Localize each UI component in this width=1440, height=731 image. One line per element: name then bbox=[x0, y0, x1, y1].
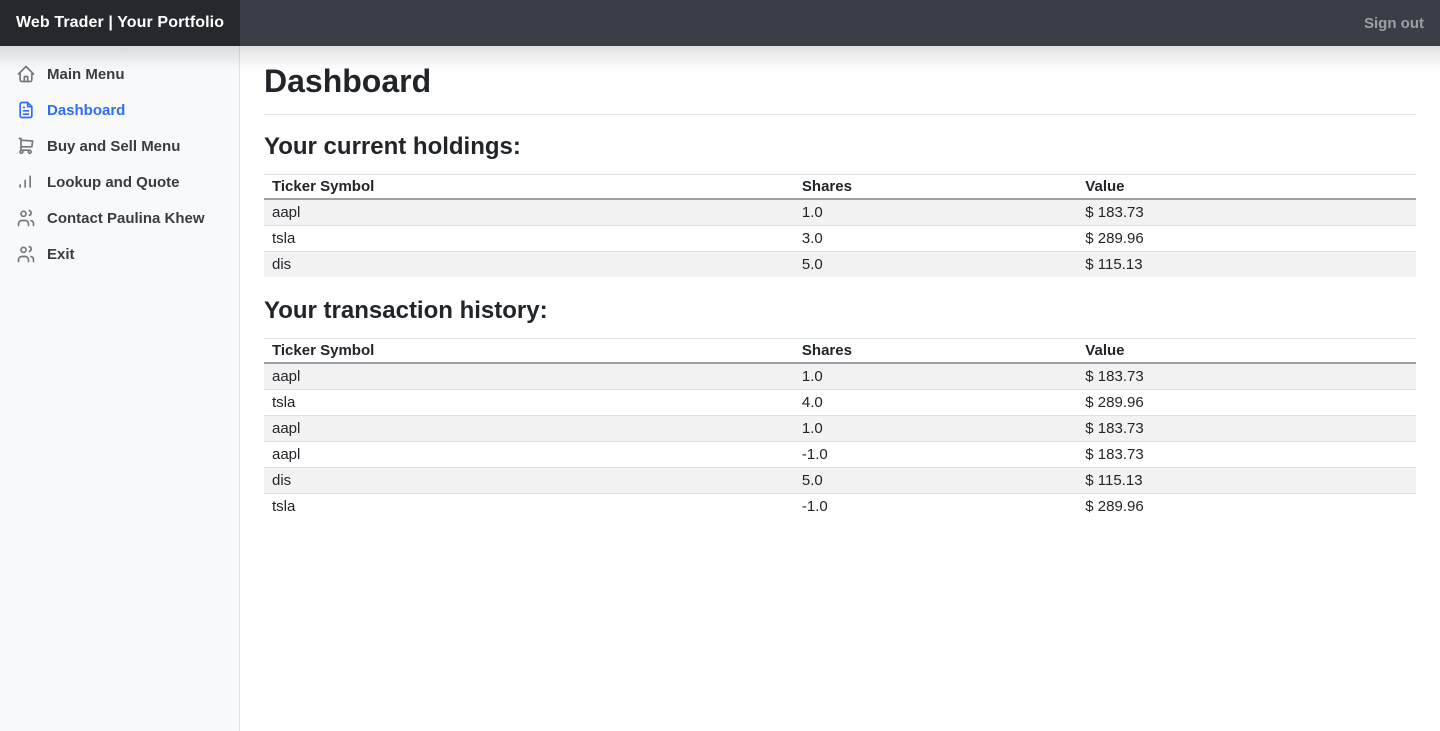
page-layout: Main Menu Dashboard Buy and Sell Menu Looku… bbox=[0, 46, 1440, 731]
table-cell: 5.0 bbox=[793, 466, 1078, 494]
table-cell: -1.0 bbox=[793, 440, 1078, 468]
column-header: Value bbox=[1077, 174, 1416, 201]
table-cell: dis bbox=[264, 466, 794, 494]
holdings-section: Your current holdings: Ticker Symbol Shar… bbox=[264, 133, 1416, 278]
table-cell: -1.0 bbox=[793, 492, 1078, 519]
sidebar-item-label: Exit bbox=[47, 245, 75, 263]
table-cell: 1.0 bbox=[801, 367, 823, 385]
table-header-row: Ticker Symbol Shares Value bbox=[264, 174, 1416, 201]
column-header: Ticker Symbol bbox=[264, 337, 794, 364]
sidebar-item-main-menu[interactable]: Main Menu bbox=[0, 56, 239, 92]
transactions-section: Your transaction history: Ticker Symbol S… bbox=[264, 297, 1416, 519]
table-row: tsla 3.0 $ 289.96 bbox=[264, 225, 1416, 252]
sidebar-item-label: Dashboard bbox=[47, 101, 126, 119]
sidebar-item-label: Main Menu bbox=[47, 65, 125, 83]
table-row: tsla -1.0 $ 289.96 bbox=[264, 492, 1416, 519]
navbar-spacer bbox=[240, 0, 1348, 46]
transactions-heading: Your transaction history: bbox=[264, 297, 548, 325]
table-cell: 5.0 bbox=[793, 251, 1078, 278]
page-title: Dashboard bbox=[264, 63, 432, 99]
divider bbox=[264, 114, 1416, 116]
home-icon bbox=[16, 64, 36, 84]
top-navbar: Web Trader | Your Portfolio Sign out bbox=[0, 0, 1440, 46]
transactions-table: Ticker Symbol Shares Value aapl 1.0 $ 183.73 t… bbox=[264, 337, 1416, 519]
table-cell: 3.0 bbox=[793, 225, 1078, 252]
table-cell: $ 115.13 bbox=[1077, 466, 1416, 494]
table-row: aapl 1.0 $ 183.73 bbox=[264, 362, 1416, 390]
table-cell: $ 289.96 bbox=[1077, 225, 1416, 252]
table-cell: $ 183.73 bbox=[1077, 414, 1416, 442]
users-icon bbox=[16, 244, 36, 264]
app-brand[interactable]: Web Trader | Your Portfolio bbox=[0, 0, 240, 46]
table-row: aapl -1.0 $ 183.73 bbox=[264, 440, 1416, 468]
table-row: aapl 1.0 $ 183.73 bbox=[264, 199, 1416, 226]
table-header-row: Ticker Symbol Shares Value bbox=[264, 337, 1416, 364]
table-cell: tsla bbox=[264, 492, 794, 519]
sidebar-item-buy-and-sell-menu[interactable]: Buy and Sell Menu bbox=[0, 128, 239, 164]
sidebar-item-contact-paulina-khew[interactable]: Contact Paulina Khew bbox=[0, 200, 239, 236]
table-cell: aapl bbox=[272, 367, 301, 385]
sidebar-item-lookup-and-quote[interactable]: Lookup and Quote bbox=[0, 164, 239, 200]
table-row: tsla 4.0 $ 289.96 bbox=[264, 388, 1416, 416]
table-cell: aapl bbox=[272, 204, 301, 222]
table-cell: $ 183.73 bbox=[1077, 440, 1416, 468]
table-row: dis 5.0 $ 115.13 bbox=[264, 251, 1416, 278]
sidebar-item-label: Contact Paulina Khew bbox=[47, 209, 205, 227]
table-cell: $ 289.96 bbox=[1077, 492, 1416, 519]
users-icon bbox=[16, 208, 36, 228]
sidebar-nav: Main Menu Dashboard Buy and Sell Menu Looku… bbox=[0, 56, 239, 272]
table-cell: $ 115.13 bbox=[1077, 251, 1416, 278]
table-cell: 1.0 bbox=[793, 414, 1078, 442]
sidebar-item-dashboard[interactable]: Dashboard bbox=[0, 92, 239, 128]
column-header: Value bbox=[1077, 337, 1416, 364]
bar-chart-icon bbox=[16, 172, 36, 192]
table-row: aapl 1.0 $ 183.73 bbox=[264, 414, 1416, 442]
shopping-cart-icon bbox=[16, 136, 36, 156]
table-cell: tsla bbox=[264, 388, 794, 416]
sidebar: Main Menu Dashboard Buy and Sell Menu Looku… bbox=[0, 46, 240, 731]
column-header: Shares bbox=[793, 174, 1078, 201]
sign-out-link[interactable]: Sign out bbox=[1364, 14, 1424, 32]
sidebar-item-exit[interactable]: Exit bbox=[0, 236, 239, 272]
holdings-table: Ticker Symbol Shares Value aapl 1.0 $ 183.73 t… bbox=[264, 174, 1416, 278]
table-cell: dis bbox=[264, 251, 794, 278]
file-text-icon bbox=[16, 100, 36, 120]
table-cell: $ 183.73 bbox=[1085, 367, 1144, 385]
table-cell: $ 183.73 bbox=[1085, 204, 1144, 222]
table-cell: aapl bbox=[264, 414, 794, 442]
sidebar-item-label: Lookup and Quote bbox=[47, 173, 180, 191]
sidebar-item-label: Buy and Sell Menu bbox=[47, 137, 181, 155]
table-cell: 4.0 bbox=[793, 388, 1078, 416]
table-row: dis 5.0 $ 115.13 bbox=[264, 466, 1416, 494]
table-cell: 1.0 bbox=[801, 204, 823, 222]
holdings-heading: Your current holdings: bbox=[264, 133, 521, 161]
main-content: Dashboard Your current holdings: Ticker … bbox=[240, 46, 1440, 731]
column-header: Shares bbox=[793, 337, 1078, 364]
column-header: Ticker Symbol bbox=[264, 174, 794, 201]
table-cell: tsla bbox=[264, 225, 794, 252]
table-cell: $ 289.96 bbox=[1077, 388, 1416, 416]
table-cell: aapl bbox=[264, 440, 794, 468]
